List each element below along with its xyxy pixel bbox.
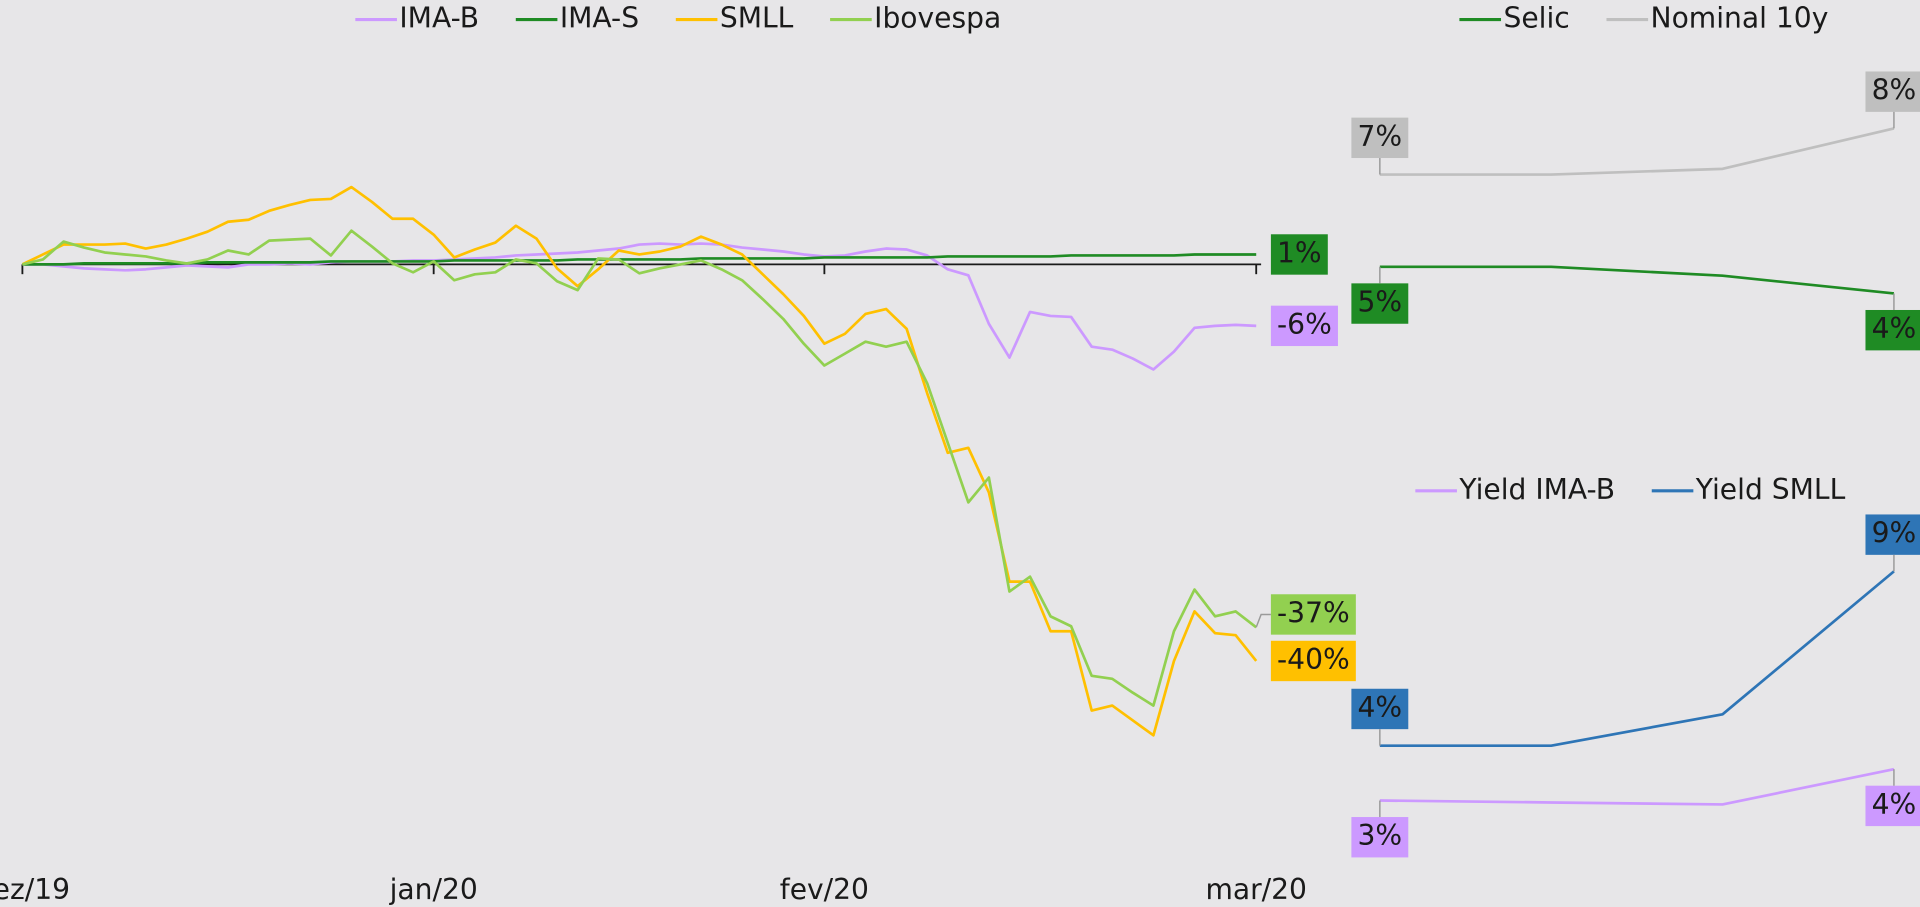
data-label-box	[1865, 309, 1920, 351]
series-line	[22, 253, 1257, 266]
data-label: -6%	[1277, 308, 1332, 341]
legend-label: Yield SMLL	[1695, 473, 1846, 506]
data-label-box	[1865, 785, 1920, 827]
legend-label: Ibovespa	[874, 2, 1001, 35]
x-tick-label: dez/19	[0, 873, 70, 906]
series-line	[1379, 570, 1895, 748]
data-label: -40%	[1277, 643, 1350, 676]
label-connector	[1255, 613, 1271, 628]
data-label-box	[1351, 283, 1409, 324]
data-label: 5%	[1358, 286, 1403, 319]
x-tick-label: fev/20	[780, 873, 869, 906]
data-label: 4%	[1872, 312, 1917, 345]
data-label: 4%	[1872, 788, 1917, 821]
data-label-box	[1270, 594, 1356, 635]
legend-label: Nominal 10y	[1651, 2, 1829, 35]
data-label-box	[1865, 71, 1920, 112]
data-label: 7%	[1358, 120, 1403, 153]
data-label-box	[1270, 234, 1328, 275]
data-label-box	[1351, 688, 1409, 730]
legend-label: SMLL	[720, 2, 794, 35]
series-line	[22, 242, 1257, 371]
data-label-box	[1270, 305, 1338, 347]
series-line	[21, 185, 1258, 737]
legend-label: Selic	[1503, 2, 1569, 35]
legend-label: IMA-B	[399, 2, 479, 35]
data-label: 9%	[1872, 517, 1917, 550]
data-label-box	[1351, 117, 1409, 159]
series-line	[1379, 265, 1895, 295]
data-label-box	[1865, 514, 1920, 555]
data-label: 1%	[1277, 236, 1322, 269]
data-label: -37%	[1277, 596, 1350, 629]
data-label: 8%	[1872, 74, 1917, 107]
legend-label: Yield IMA-B	[1458, 473, 1615, 506]
x-tick-label: jan/20	[389, 873, 478, 906]
series-line	[1379, 767, 1895, 806]
series-line	[22, 229, 1258, 707]
data-label: 4%	[1358, 691, 1403, 724]
data-label: 3%	[1358, 819, 1403, 852]
data-label-box	[1351, 817, 1409, 858]
series-line	[1379, 127, 1895, 176]
legend-label: IMA-S	[560, 2, 639, 35]
x-tick-label: mar/20	[1205, 873, 1307, 906]
data-label-box	[1270, 640, 1356, 682]
